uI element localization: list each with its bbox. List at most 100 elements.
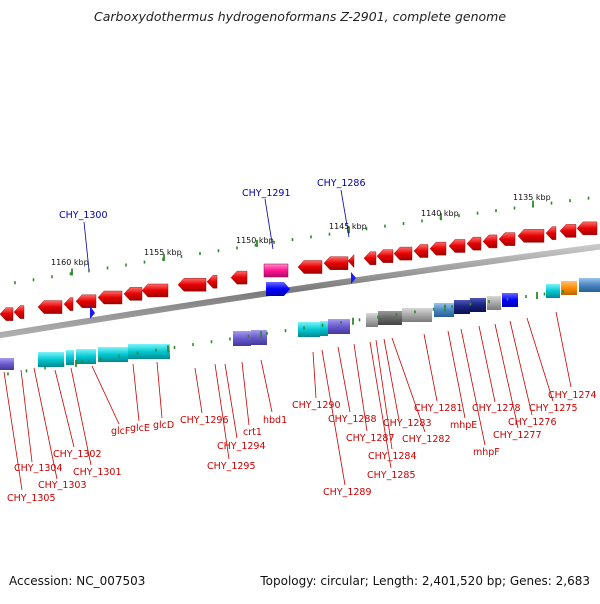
label-chy-1276[interactable]: CHY_1276: [508, 417, 557, 428]
gene-arrow[interactable]: [517, 229, 545, 243]
gene-arrow[interactable]: [448, 239, 466, 253]
inner-tick: [432, 307, 435, 311]
label-chy-1274[interactable]: CHY_1274: [548, 390, 597, 401]
label-chy-1287[interactable]: CHY_1287: [346, 433, 395, 444]
inner-tick: [488, 300, 490, 304]
gene-arrow[interactable]: [429, 241, 447, 256]
gene-arrow[interactable]: [347, 254, 355, 269]
label-chy-1305[interactable]: CHY_1305: [7, 493, 56, 504]
gene-arrow[interactable]: [297, 260, 323, 274]
label-chy-1289[interactable]: CHY_1289: [323, 487, 372, 498]
inner-tick: [99, 357, 102, 361]
gene-cyan-glce[interactable]: [128, 344, 170, 359]
label-chy-1304[interactable]: CHY_1304: [14, 463, 63, 474]
gene-arrow[interactable]: [0, 307, 14, 321]
upper-gene-labels: CHY_1300 CHY_1291 CHY_1286: [59, 178, 366, 221]
major-scale-tick: [440, 213, 442, 221]
gene-darkgray-1285[interactable]: [378, 311, 402, 325]
gene-arrow[interactable]: [13, 305, 25, 319]
label-chy-1283[interactable]: CHY_1283: [383, 418, 432, 429]
gene-orange-1274[interactable]: [561, 281, 577, 295]
label-hbd1[interactable]: hbd1: [263, 415, 287, 426]
gene-cyan-1303[interactable]: [66, 350, 74, 365]
gene-arrow[interactable]: [576, 221, 598, 236]
gene-slate-edge[interactable]: [0, 358, 14, 370]
gene-blue-1277[interactable]: [502, 293, 518, 307]
gene-arrow[interactable]: [75, 294, 97, 309]
label-glce[interactable]: glcE: [130, 423, 150, 434]
gene-arrow[interactable]: [206, 274, 218, 289]
scale-tick: [384, 224, 386, 228]
label-chy-1294[interactable]: CHY_1294: [217, 441, 266, 452]
scale-tick: [51, 275, 53, 279]
gene-arrow[interactable]: [97, 290, 123, 305]
gene-arrow[interactable]: [376, 249, 394, 263]
label-chy-1286[interactable]: CHY_1286: [317, 178, 366, 189]
gene-cyan-1275[interactable]: [546, 284, 560, 298]
gene-arrow[interactable]: [37, 300, 63, 314]
label-chy-1290[interactable]: CHY_1290: [292, 400, 341, 411]
gene-cyan-1290[interactable]: [298, 322, 320, 337]
gene-arrow[interactable]: [141, 283, 169, 298]
label-crt1[interactable]: crt1: [243, 427, 262, 438]
label-chy-1284[interactable]: CHY_1284: [368, 451, 417, 462]
gene-arrow[interactable]: [466, 236, 482, 251]
gene-arrow[interactable]: [323, 256, 349, 270]
label-chy-1281[interactable]: CHY_1281: [414, 403, 463, 414]
lower-gene-labels: CHY_1305 CHY_1304 CHY_1303 CHY_1302 CHY_…: [7, 390, 597, 504]
gene-arrow[interactable]: [545, 226, 557, 240]
label-chy-1285[interactable]: CHY_1285: [367, 470, 416, 481]
gene-arrow[interactable]: [63, 297, 74, 311]
gene-arrow[interactable]: [498, 232, 516, 246]
gene-cyan-1305[interactable]: [38, 352, 64, 367]
scale-tick: [587, 196, 590, 200]
inner-tick: [229, 337, 231, 341]
label-chy-1291[interactable]: CHY_1291: [242, 188, 291, 199]
scale-tick: [217, 249, 220, 253]
label-mhpe[interactable]: mhpE: [450, 420, 477, 431]
gene-arrow[interactable]: [123, 287, 143, 301]
label-chy-1295[interactable]: CHY_1295: [207, 461, 256, 472]
marker-blue-1300[interactable]: [90, 306, 95, 319]
gene-slate-crt1[interactable]: [233, 331, 251, 346]
label-mhpf[interactable]: mhpF: [473, 447, 500, 458]
label-chy-1282[interactable]: CHY_1282: [402, 434, 451, 445]
label-chy-1278[interactable]: CHY_1278: [472, 403, 521, 414]
label-chy-1296[interactable]: CHY_1296: [180, 415, 229, 426]
gene-steel-1281[interactable]: [434, 303, 454, 317]
gene-cyan-glcf[interactable]: [98, 347, 128, 362]
gene-arrow[interactable]: [559, 224, 577, 238]
gene-arrow[interactable]: [177, 278, 207, 292]
gene-blue[interactable]: [266, 282, 290, 296]
gene-gray-1287[interactable]: [366, 313, 378, 327]
gene-cyan-1302[interactable]: [76, 349, 96, 364]
gene-steel-edge[interactable]: [579, 278, 600, 292]
gene-cyan-1289[interactable]: [320, 321, 328, 336]
gene-gray-1278[interactable]: [487, 296, 501, 310]
gene-arrow[interactable]: [393, 246, 413, 261]
label-glcf[interactable]: glcF: [111, 426, 130, 437]
gene-navy-mhpe[interactable]: [454, 300, 470, 314]
label-chy-1277[interactable]: CHY_1277: [493, 430, 542, 441]
gene-slate-1288[interactable]: [328, 319, 350, 334]
marker-blue-1286[interactable]: [351, 272, 356, 284]
label-chy-1301[interactable]: CHY_1301: [73, 467, 122, 478]
label-chy-1275[interactable]: CHY_1275: [529, 403, 578, 414]
gene-slate-hbd1[interactable]: [251, 330, 267, 345]
major-inner-tick: [75, 359, 77, 367]
gene-arrow[interactable]: [363, 251, 377, 266]
reverse-strand-genes: [0, 278, 600, 370]
label-chy-1300[interactable]: CHY_1300: [59, 210, 108, 221]
gene-arrow[interactable]: [413, 244, 429, 258]
label-chy-1302[interactable]: CHY_1302: [53, 449, 102, 460]
label-chy-1288[interactable]: CHY_1288: [328, 414, 377, 425]
scale-tick: [569, 199, 571, 203]
gene-pink[interactable]: [263, 263, 289, 278]
gene-gray-1283[interactable]: [402, 308, 432, 322]
gene-arrow[interactable]: [482, 234, 498, 249]
label-glcd[interactable]: glcD: [153, 420, 174, 431]
gene-navy-mhpf[interactable]: [470, 298, 486, 312]
gene-arrow[interactable]: [230, 270, 248, 285]
label-chy-1303[interactable]: CHY_1303: [38, 480, 87, 491]
